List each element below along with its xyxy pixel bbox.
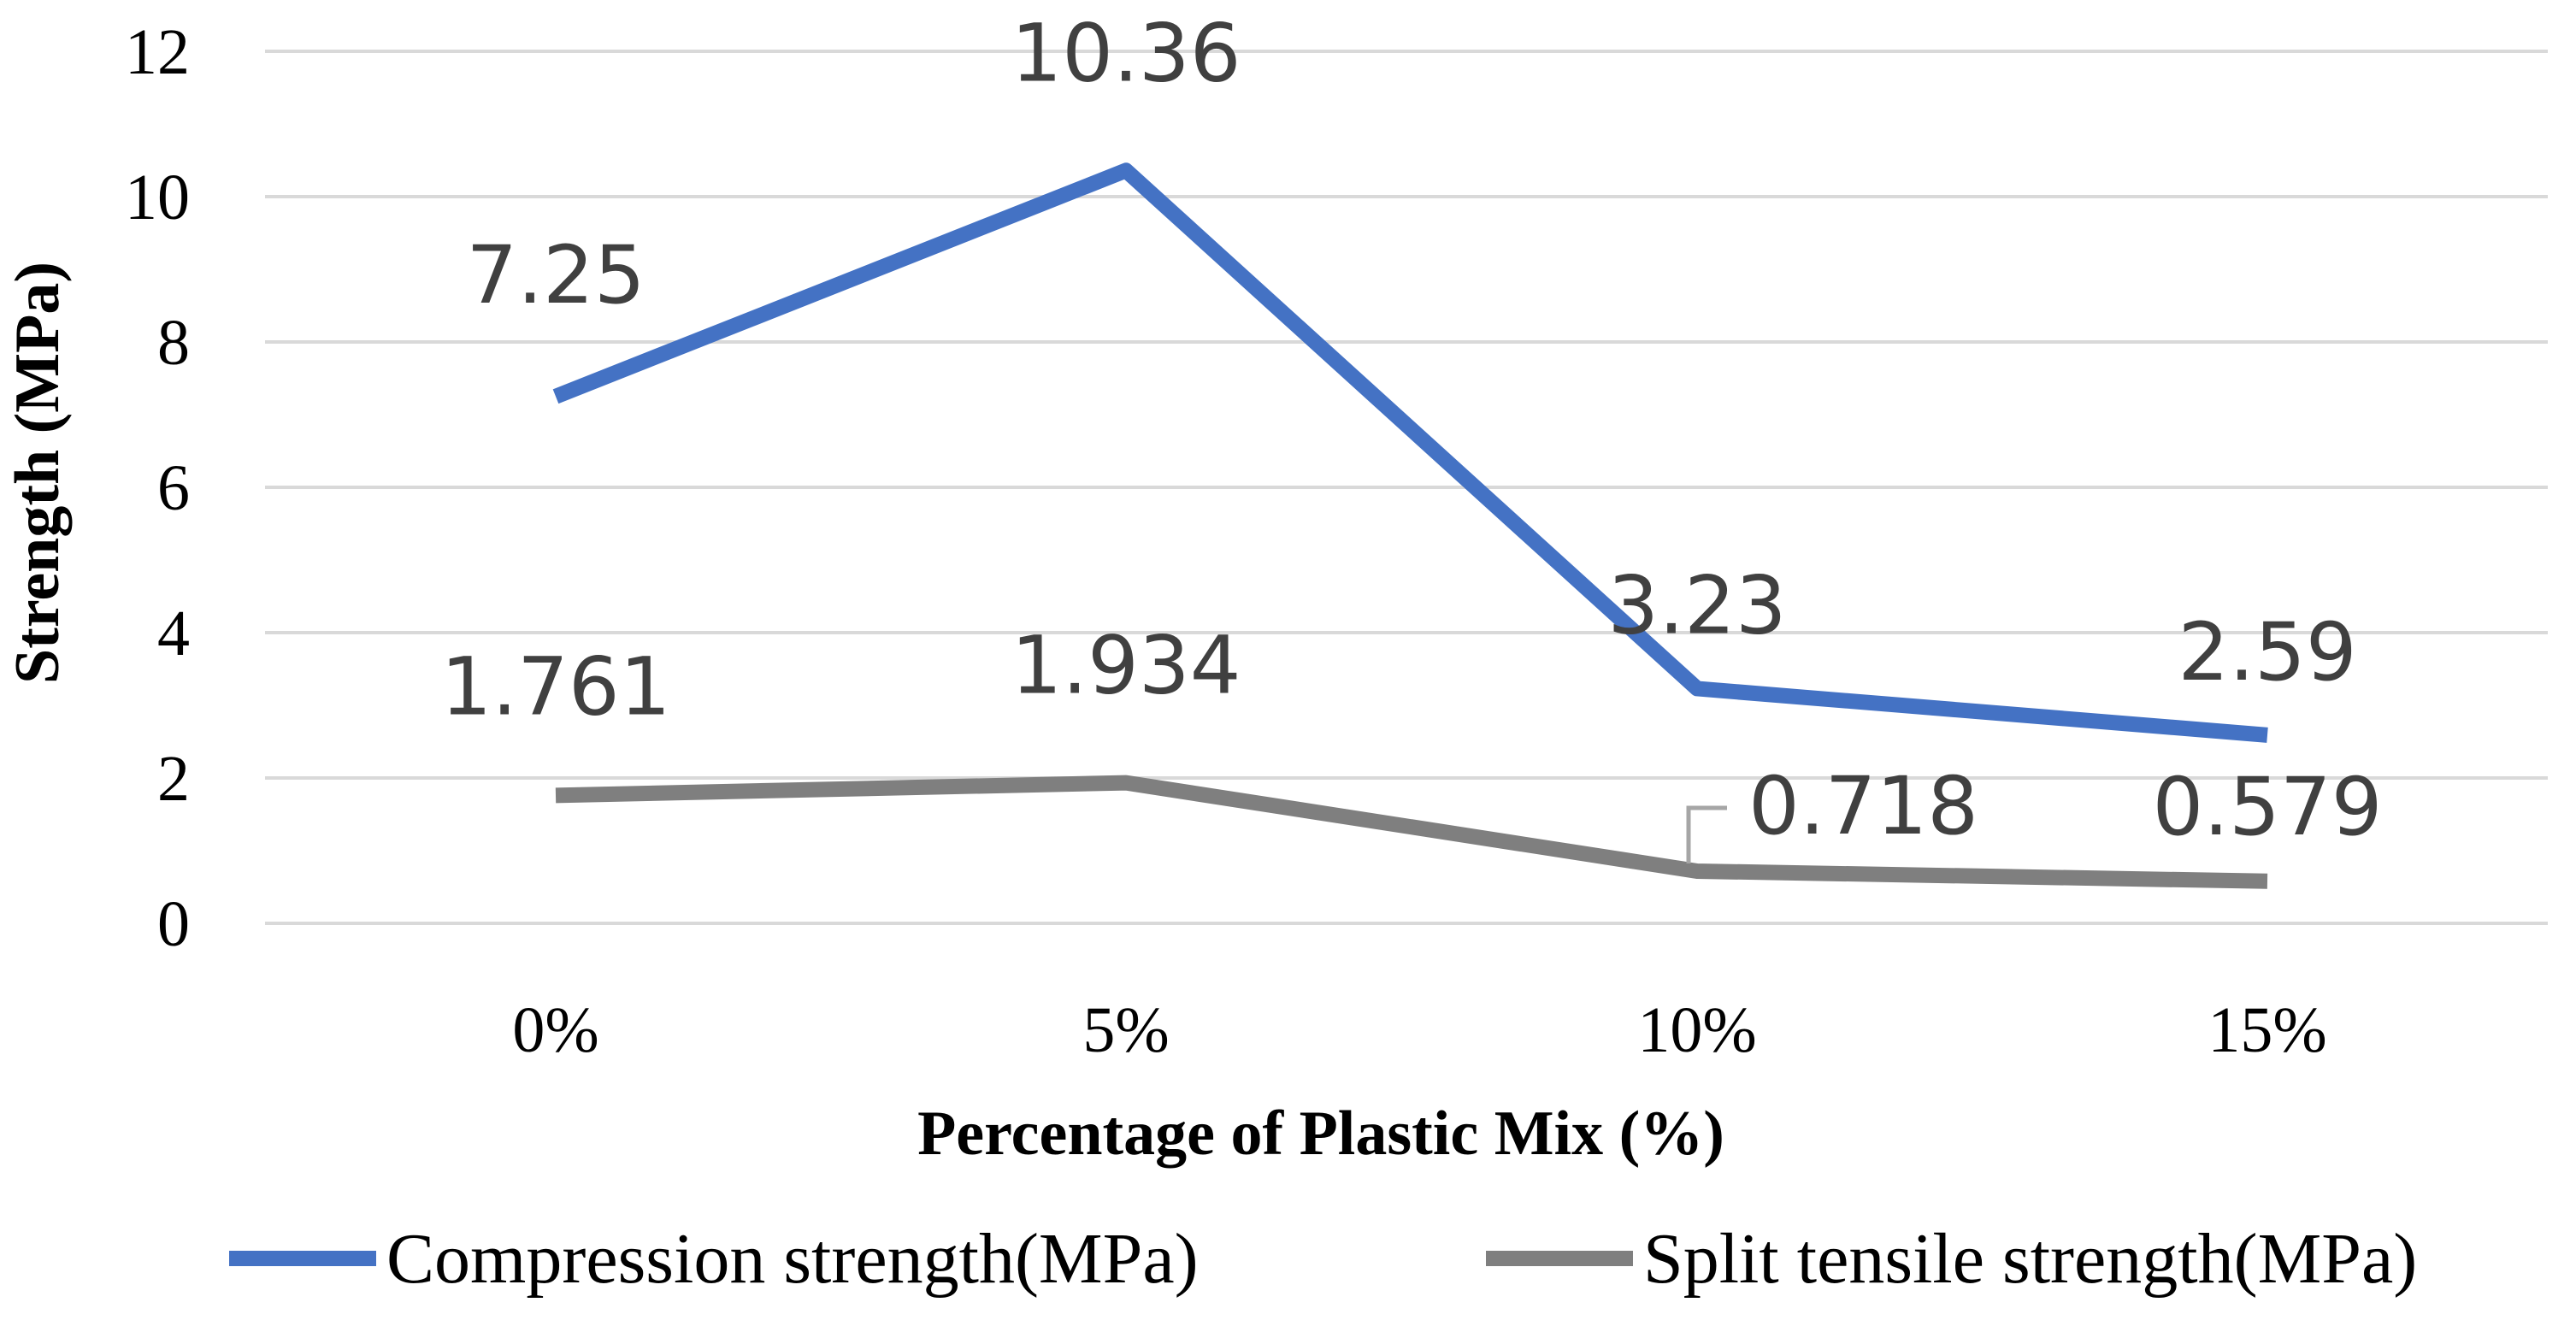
data-label: 7.25 (466, 229, 645, 322)
y-tick-label: 4 (157, 598, 190, 669)
y-tick-label: 0 (157, 888, 190, 960)
legend-label-split-tensile: Split tensile strength(MPa) (1643, 1219, 2417, 1299)
x-tick-label: 15% (2208, 994, 2326, 1066)
y-axis-title: Strength (MPa) (3, 262, 73, 684)
series-lines (552, 162, 2268, 889)
data-label: 10.36 (1011, 7, 1241, 100)
x-tick-label: 0% (512, 994, 598, 1066)
y-tick-label: 2 (157, 743, 190, 815)
y-tick-label: 6 (157, 452, 190, 524)
legend-label-compression: Compression strength(MPa) (386, 1219, 1199, 1299)
legend: Compression strength(MPa) Split tensile … (229, 1219, 2417, 1299)
data-label: 1.761 (440, 640, 670, 734)
x-tick-label: 5% (1082, 994, 1169, 1066)
x-axis-title: Percentage of Plastic Mix (%) (917, 1099, 1724, 1169)
y-tick-label: 10 (125, 162, 190, 233)
x-tick-label: 10% (1637, 994, 1756, 1066)
data-label: 0.718 (1748, 760, 1978, 853)
data-label-leader-line (1686, 805, 1727, 863)
data-labels: 7.25 10.36 3.23 2.59 1.761 1.934 0.718 0.579 (440, 7, 2383, 863)
data-label: 0.579 (2152, 761, 2382, 854)
data-label: 3.23 (1607, 559, 1786, 652)
y-axis-ticks: 0 2 4 6 8 10 12 (125, 16, 190, 960)
series-line-compression (552, 162, 2268, 743)
data-label: 1.934 (1011, 620, 1241, 713)
gridlines (265, 50, 2548, 925)
x-axis-ticks: 0% 5% 10% 15% (512, 994, 2326, 1066)
series-line-split-tensile (555, 775, 2268, 889)
data-label: 2.59 (2178, 606, 2356, 699)
y-tick-label: 12 (125, 16, 190, 88)
y-tick-label: 8 (157, 307, 190, 379)
